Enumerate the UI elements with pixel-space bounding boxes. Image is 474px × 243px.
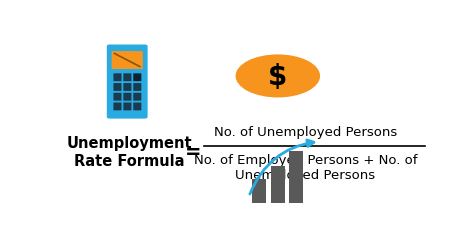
Text: $: $ (268, 63, 287, 91)
FancyBboxPatch shape (123, 103, 131, 110)
FancyBboxPatch shape (113, 93, 121, 101)
FancyBboxPatch shape (113, 73, 121, 81)
Bar (289, 151, 303, 203)
FancyBboxPatch shape (133, 73, 141, 81)
FancyBboxPatch shape (111, 51, 143, 69)
FancyBboxPatch shape (113, 103, 121, 110)
FancyBboxPatch shape (123, 93, 131, 101)
Text: No. of Unemployed Persons: No. of Unemployed Persons (214, 126, 397, 139)
FancyBboxPatch shape (123, 83, 131, 91)
Bar (253, 179, 266, 203)
FancyBboxPatch shape (107, 44, 147, 119)
Bar (271, 166, 285, 203)
FancyBboxPatch shape (113, 83, 121, 91)
Text: No. of Employed Persons + No. of: No. of Employed Persons + No. of (193, 154, 417, 167)
Text: Unemployed Persons: Unemployed Persons (235, 169, 375, 182)
FancyBboxPatch shape (133, 83, 141, 91)
Circle shape (236, 54, 320, 97)
Text: Unemployment
Rate Formula: Unemployment Rate Formula (66, 136, 192, 169)
FancyBboxPatch shape (123, 73, 131, 81)
Text: =: = (185, 143, 201, 162)
FancyBboxPatch shape (133, 93, 141, 101)
FancyBboxPatch shape (133, 103, 141, 110)
